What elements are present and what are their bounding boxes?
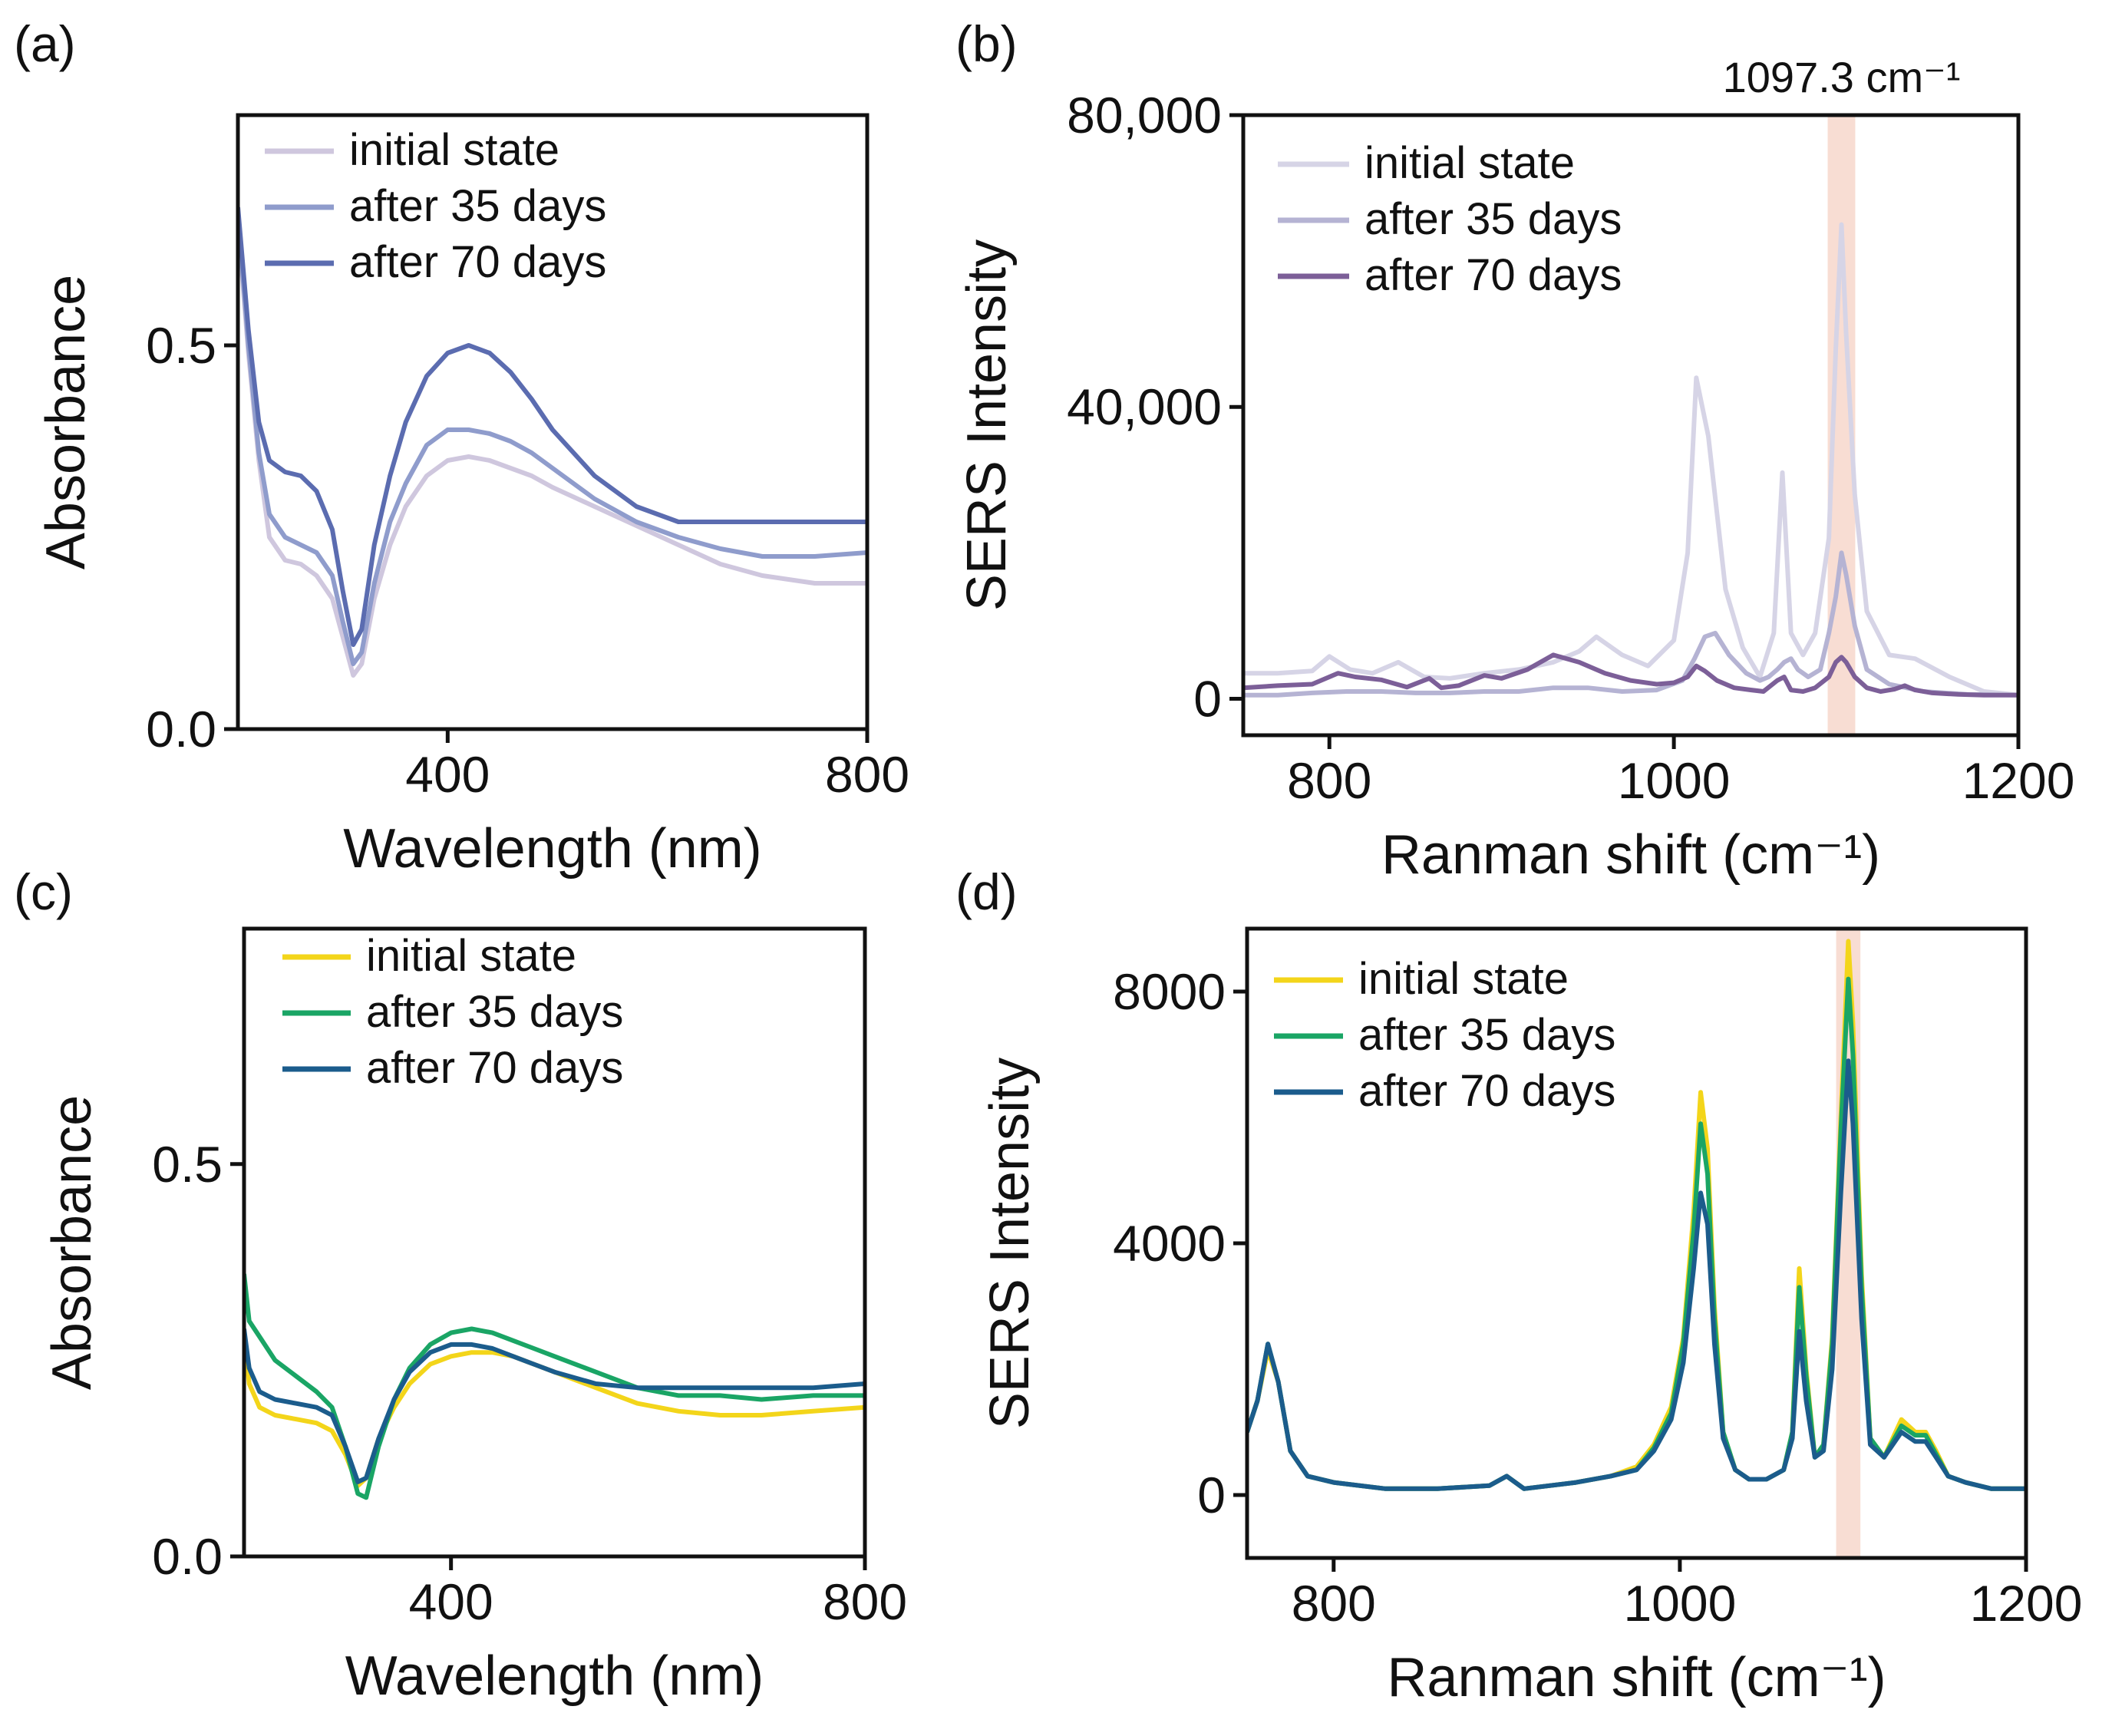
plot-frame bbox=[242, 926, 867, 1559]
y-axis-label: SERS Intensity bbox=[979, 1058, 1041, 1429]
x-tick-label: 400 bbox=[405, 746, 490, 803]
legend-entry: initial state bbox=[366, 931, 576, 981]
panel-label: (a) bbox=[14, 15, 76, 72]
legend-entry: after 70 days bbox=[349, 237, 606, 287]
x-tick-label: 800 bbox=[825, 746, 909, 803]
y-tick-label: 0.5 bbox=[152, 1136, 223, 1193]
series-line-initial-state bbox=[238, 222, 867, 678]
plot-frame bbox=[236, 113, 870, 731]
legend-entry: after 35 days bbox=[1358, 1010, 1615, 1060]
series-line-after-70-days bbox=[244, 1328, 865, 1484]
series-line-after-70-days bbox=[1243, 652, 2018, 698]
plot-frame bbox=[1241, 113, 2021, 738]
series-line-after-35-days bbox=[244, 1273, 865, 1500]
y-axis-label: SERS Intensity bbox=[956, 239, 1018, 611]
panel-label: (b) bbox=[955, 15, 1018, 72]
x-axis-label: Wavelength (nm) bbox=[343, 818, 762, 880]
legend-entry: after 35 days bbox=[349, 181, 606, 231]
y-axis-label: Absorbance bbox=[35, 275, 97, 569]
legend-entry: after 70 days bbox=[1365, 250, 1622, 300]
y-tick-label: 0 bbox=[1197, 1467, 1226, 1523]
x-tick-label: 800 bbox=[1292, 1575, 1376, 1632]
x-tick-label: 400 bbox=[409, 1573, 493, 1630]
panel-d: 800 1000 1200 0 4000 8000 Ranman shift (cm⁻¹) S… bbox=[955, 863, 2082, 1708]
y-tick-label: 0.5 bbox=[146, 317, 216, 374]
series-line-after-70-days bbox=[238, 206, 867, 647]
series-line-initial-state bbox=[1243, 222, 2018, 698]
peak-annotation: 1097.3 cm⁻¹ bbox=[1723, 53, 1961, 101]
legend-entry: initial state bbox=[1358, 954, 1569, 1004]
y-tick-label: 40,000 bbox=[1067, 378, 1222, 435]
x-tick-label: 1000 bbox=[1623, 1575, 1736, 1632]
y-axis-label: Absorbance bbox=[41, 1095, 103, 1390]
legend-entry: initial state bbox=[349, 125, 559, 175]
legend-entry: initial state bbox=[1365, 138, 1575, 188]
x-axis-label: Wavelength (nm) bbox=[345, 1645, 764, 1707]
y-tick-label: 0 bbox=[1193, 670, 1222, 727]
legend-entry: after 70 days bbox=[366, 1043, 623, 1093]
x-axis-label: Ranman shift (cm⁻¹) bbox=[1387, 1647, 1886, 1708]
series-line-after-35-days bbox=[1243, 550, 2018, 698]
panel-c: 400 800 0.0 0.5 Wavelength (nm) Absorbance (c)… bbox=[14, 863, 907, 1707]
x-tick-label: 1200 bbox=[1962, 752, 2075, 809]
y-tick-label: 0.0 bbox=[146, 701, 216, 757]
series-line-after-35-days bbox=[238, 214, 867, 666]
x-tick-label: 1200 bbox=[1970, 1575, 2083, 1632]
panel-label: (c) bbox=[14, 863, 73, 920]
panel-label: (d) bbox=[955, 863, 1018, 920]
x-tick-label: 1000 bbox=[1618, 752, 1731, 809]
x-axis-label: Ranman shift (cm⁻¹) bbox=[1381, 824, 1880, 886]
y-tick-label: 0.0 bbox=[152, 1528, 223, 1585]
legend-entry: after 70 days bbox=[1358, 1066, 1615, 1116]
x-tick-label: 800 bbox=[1287, 752, 1371, 809]
y-tick-label: 4000 bbox=[1113, 1215, 1226, 1272]
legend-entry: after 35 days bbox=[366, 987, 623, 1037]
legend-entry: after 35 days bbox=[1365, 194, 1622, 244]
panel-b: 800 1000 1200 0 40,000 80,000 Ranman shift (cm… bbox=[955, 15, 2074, 886]
x-tick-label: 800 bbox=[823, 1573, 907, 1630]
panel-a: 400 800 0.0 0.5 Wavelength (nm) Absorbance (a)… bbox=[14, 15, 909, 880]
y-tick-label: 8000 bbox=[1113, 963, 1226, 1020]
y-tick-label: 80,000 bbox=[1067, 87, 1222, 144]
series-line-initial-state bbox=[244, 1336, 865, 1488]
series-line-after-70-days bbox=[1247, 1058, 2026, 1491]
